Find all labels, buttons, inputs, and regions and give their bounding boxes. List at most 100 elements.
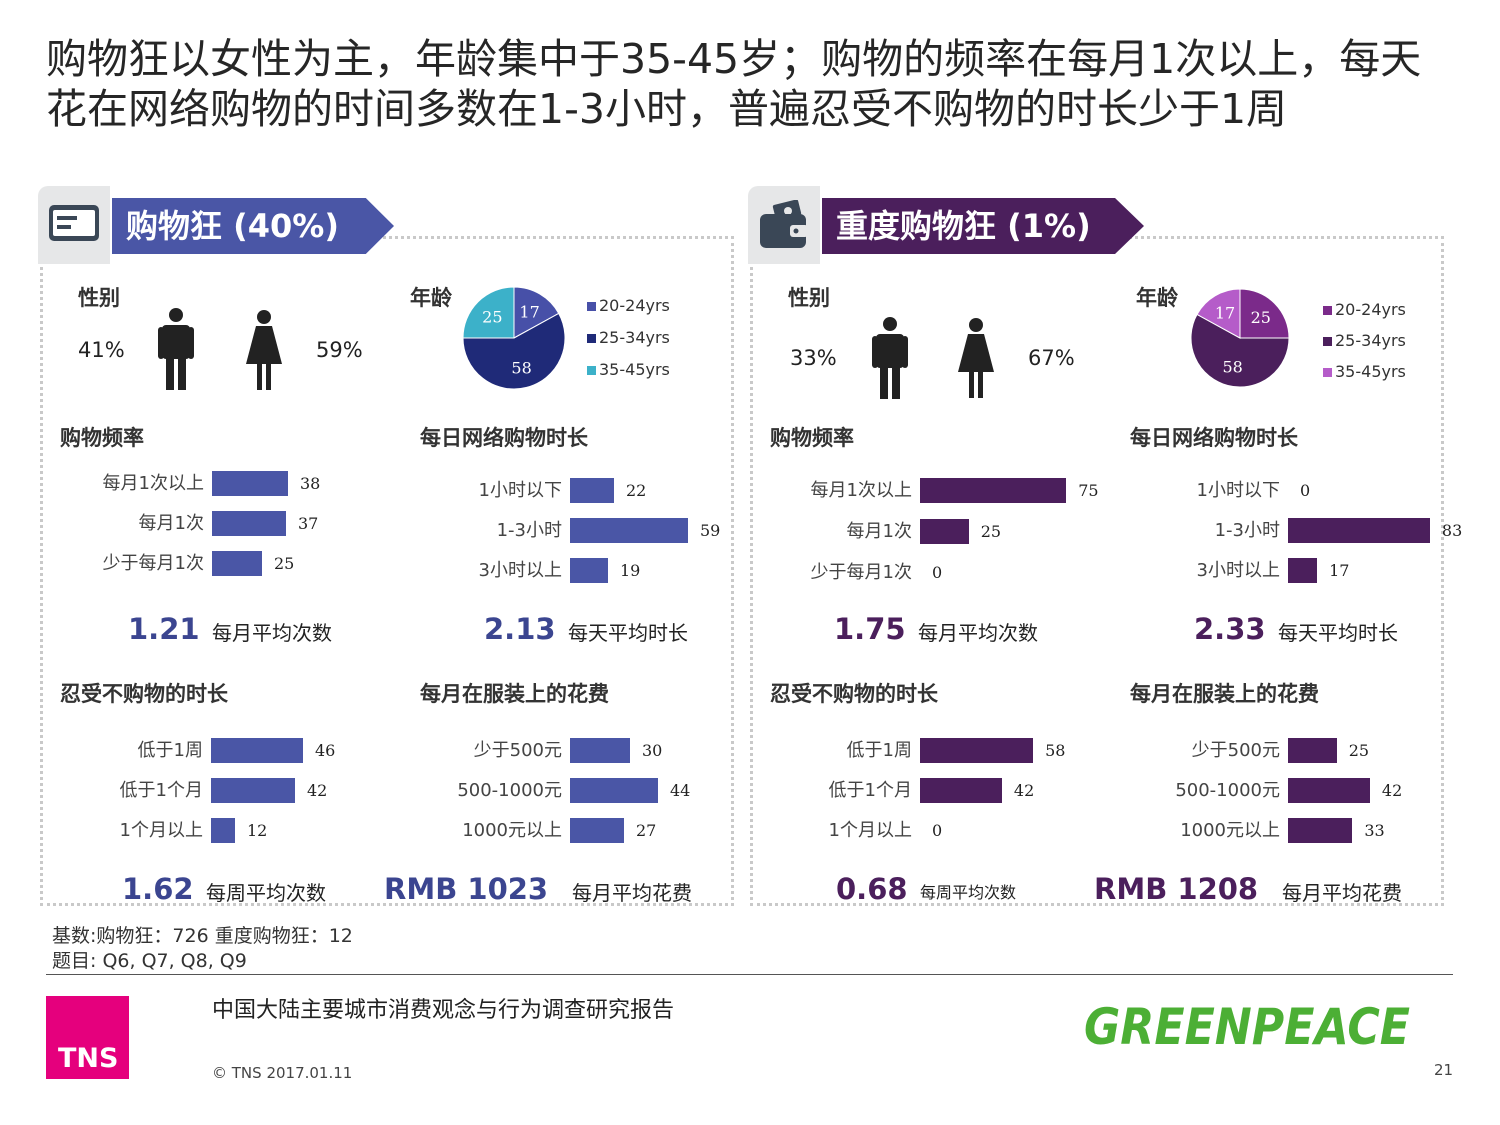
wallet-icon: [760, 200, 808, 248]
bar-category-label: 3小时以上: [1196, 560, 1280, 581]
bar-value-label: 42: [1013, 781, 1035, 800]
bar-row: 每月1次 37: [38, 502, 524, 542]
bar-value-label: 22: [626, 481, 647, 500]
bar-category-label: 每月1次以上: [810, 480, 912, 501]
legend-swatch: [1323, 306, 1332, 315]
tns-logo-text: TNS: [58, 1043, 119, 1074]
frequency-stat-value: 1.21: [128, 612, 200, 646]
pie-slice: [1190, 313, 1290, 388]
bar-category-label: 500-1000元: [457, 780, 562, 801]
bar-value-label: 44: [670, 781, 691, 800]
frequency-stat-label: 每月平均次数: [918, 621, 1038, 645]
daily-time-title: 每日网络购物时长: [1130, 426, 1298, 450]
bar: [1288, 518, 1430, 543]
bar: [1288, 818, 1353, 843]
pie-slice-label: 17: [519, 303, 539, 322]
gender-title: 性别: [788, 286, 830, 310]
bar-value-label: 30: [642, 741, 663, 760]
bar-category-label: 1-3小时: [1214, 520, 1280, 541]
bar-value-label: 75: [1078, 481, 1099, 500]
frequency-title: 购物频率: [60, 426, 144, 450]
bar-category-label: 少于500元: [1191, 740, 1280, 761]
bar: [1288, 558, 1318, 583]
pie-slice-label: 58: [1223, 357, 1243, 376]
bar-row: 1小时以下 0: [1108, 469, 1500, 509]
bar-value-label: 46: [315, 741, 336, 760]
female-figure-icon: [958, 318, 994, 398]
panel-frame: [40, 236, 734, 906]
clothing-spend-stat-label: 每月平均花费: [572, 881, 692, 905]
pie-slice-label: 25: [1251, 308, 1271, 327]
bar-value-label: 17: [1329, 561, 1350, 580]
bar-value-label: 0: [932, 563, 943, 582]
legend-label: 25-34yrs: [1335, 331, 1406, 350]
daily-time-stat-value: 2.13: [484, 612, 556, 646]
panel-banner: 购物狂 (40%): [112, 198, 394, 254]
bar-value-label: 0: [932, 821, 943, 840]
bar: [212, 551, 262, 576]
tolerance-stat-value: 1.62: [122, 872, 194, 906]
bar-category-label: 1000元以上: [1180, 820, 1280, 841]
bar-row: 1个月以上 0: [748, 809, 1232, 849]
bar-row: 500-1000元 44: [398, 769, 882, 809]
male-percent: 33%: [790, 346, 837, 370]
bar-value-label: 12: [247, 821, 268, 840]
clothing-spend-stat-value: RMB 1208: [1094, 872, 1259, 906]
legend-item: 35-45yrs: [587, 360, 670, 392]
legend-swatch: [587, 334, 596, 343]
bar-category-label: 低于1个月: [119, 780, 203, 801]
page-number: 21: [1434, 1061, 1454, 1079]
daily-time-stat-value: 2.33: [1194, 612, 1266, 646]
frequency-title: 购物频率: [770, 426, 854, 450]
male-figure-icon: [872, 317, 908, 399]
bar: [920, 519, 969, 544]
bar-category-label: 低于1周: [137, 740, 203, 761]
pie-slice-label: 58: [511, 359, 531, 378]
bar-value-label: 83: [1441, 521, 1463, 540]
page-headline: 购物狂以女性为主，年龄集中于35-45岁；购物的频率在每月1次以上，每天 花在网…: [46, 34, 1466, 134]
icon-box: [38, 186, 110, 264]
legend-item: 35-45yrs: [1323, 362, 1406, 393]
male-figure-icon: [158, 308, 194, 390]
bar-row: 每月1次 25: [748, 510, 1232, 550]
bar-value-label: 27: [636, 821, 657, 840]
daily-time-stat-label: 每天平均时长: [1278, 621, 1398, 645]
base-note-sample: 基数:购物狂：726 重度购物狂：12: [52, 925, 353, 947]
bar-row: 每月1次以上 38: [38, 462, 524, 502]
pie-slice-label: 17: [1215, 304, 1235, 323]
legend-item: 20-24yrs: [587, 296, 670, 328]
bar-category-label: 1小时以下: [1196, 480, 1280, 501]
legend-swatch: [1323, 337, 1332, 346]
bar-row: 1个月以上 12: [38, 809, 523, 849]
bar-value-label: 25: [980, 522, 1002, 541]
bar-category-label: 1000元以上: [462, 820, 562, 841]
age-pie-chart: 25 58 17: [1190, 288, 1290, 388]
bar-row: 1小时以下 22: [398, 469, 882, 509]
bar: [920, 778, 1002, 803]
pie-slice: [1239, 288, 1290, 339]
bar-row: 3小时以上 19: [398, 549, 882, 589]
bar: [570, 818, 624, 843]
clothing-spend-title: 每月在服装上的花费: [1130, 682, 1319, 706]
legend-item: 25-34yrs: [1323, 331, 1406, 362]
bar-row: 1-3小时 59: [398, 509, 882, 549]
legend-item: 20-24yrs: [1323, 300, 1406, 331]
gender-title: 性别: [78, 286, 120, 310]
tolerance-stat-label: 每周平均次数: [206, 881, 326, 905]
bar-row: 1000元以上 33: [1108, 809, 1500, 849]
footer-divider: [46, 974, 1453, 975]
daily-time-title: 每日网络购物时长: [420, 426, 588, 450]
legend-label: 35-45yrs: [599, 360, 670, 379]
bar-row: 3小时以上 17: [1108, 549, 1500, 589]
bar: [212, 511, 286, 536]
bar-row: 少于每月1次 25: [38, 542, 524, 582]
bar-value-label: 58: [1045, 741, 1066, 760]
bar-row: 低于1周 58: [748, 729, 1232, 769]
bar-value-label: 0: [1300, 481, 1311, 500]
bar: [570, 518, 688, 543]
age-title: 年龄: [410, 286, 452, 310]
greenpeace-logo: GREENPEACE: [1084, 998, 1410, 1056]
bar-category-label: 低于1周: [846, 740, 912, 761]
male-percent: 41%: [78, 338, 125, 362]
bar-category-label: 1小时以下: [478, 480, 562, 501]
